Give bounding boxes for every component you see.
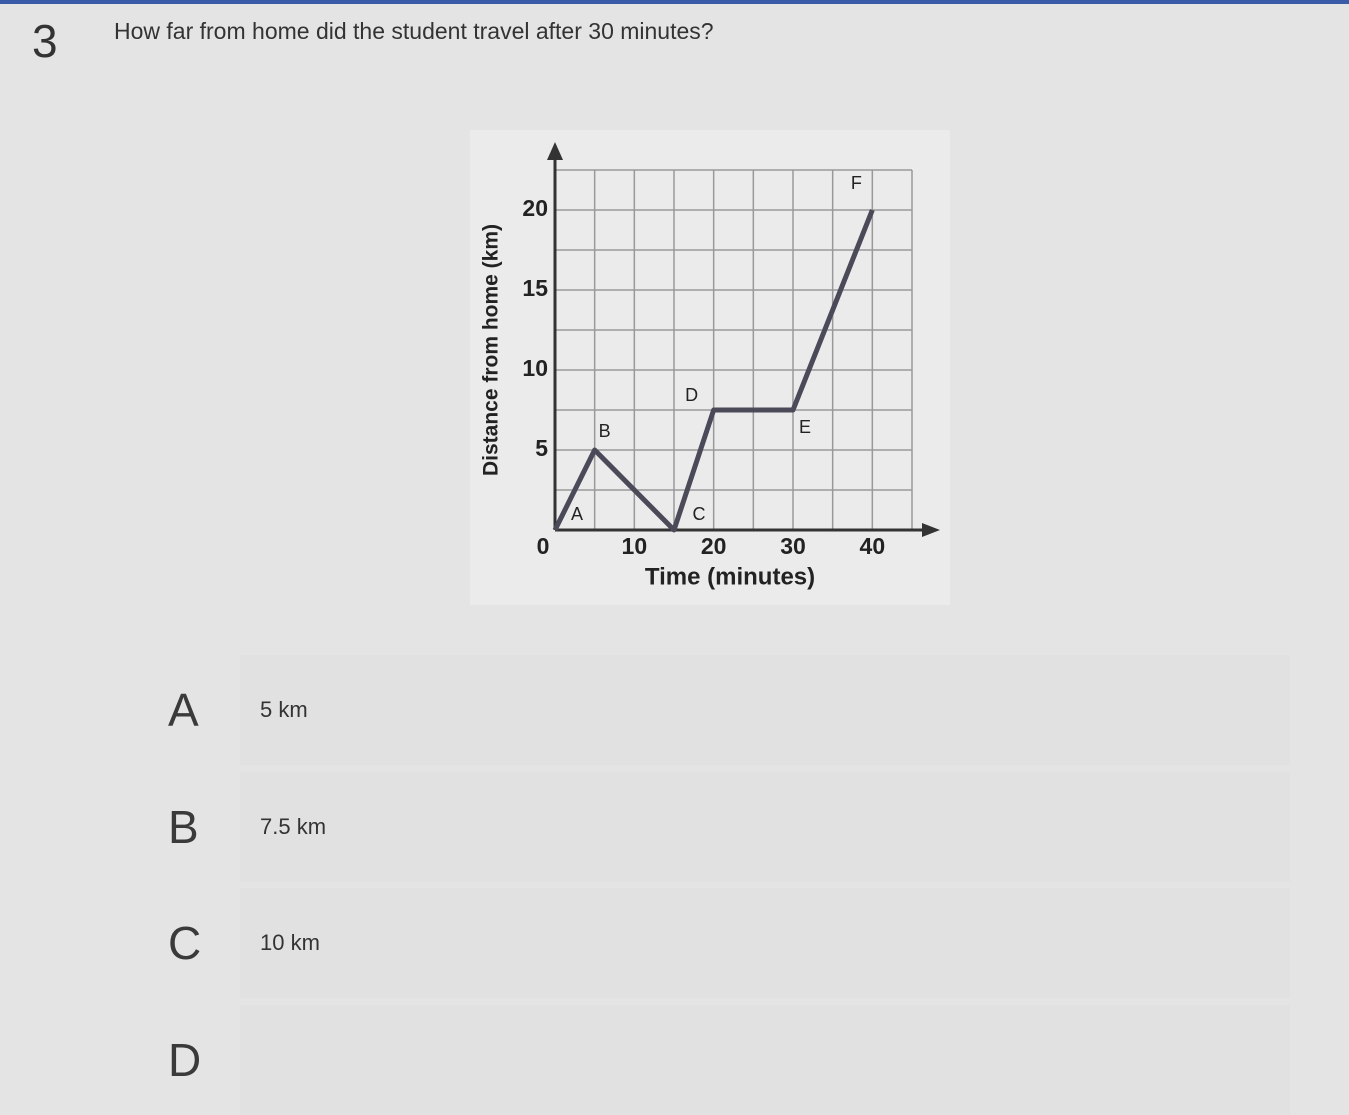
top-bar [0,0,1349,4]
option-letter: A [168,684,199,736]
y-tick-label: 5 [535,435,548,461]
point-label: D [685,385,698,405]
option-box [240,1005,1290,1115]
question-text: How far from home did the student travel… [114,18,714,44]
x-axis-label: Time (minutes) [645,563,815,590]
option-letter: C [168,917,202,969]
option-box [240,772,1290,882]
option-text: 7.5 km [260,814,327,839]
answer-option[interactable]: A 5 km [130,655,1290,765]
question-number: 3 [32,15,58,67]
chart: Time (minutes) Distance from home (km) 0… [479,142,940,591]
option-box [240,888,1290,998]
x-tick-label: 30 [780,533,806,559]
y-tick-label: 15 [522,275,548,301]
x-axis-arrow [922,523,940,537]
y-axis-arrow [547,142,563,160]
x-tick-label: 40 [860,533,886,559]
data-line [552,209,875,533]
y-tick-label: 10 [522,355,548,381]
x-tick-label: 0 [537,533,550,559]
option-text: 5 km [260,697,308,722]
option-letter: B [168,801,199,853]
answer-option[interactable]: D [130,1005,1290,1115]
option-letter: D [168,1034,202,1086]
point-label: E [799,417,811,437]
point-label: A [571,504,583,524]
x-tick-label: 10 [622,533,648,559]
option-text: 10 km [260,930,320,955]
option-box [240,655,1290,765]
answer-option[interactable]: C 10 km [130,888,1290,998]
point-label: C [693,504,706,524]
y-axis-label: Distance from home (km) [480,224,503,476]
x-tick-label: 20 [701,533,727,559]
page: 3 How far from home did the student trav… [0,0,1349,1086]
answer-option[interactable]: B 7.5 km [130,772,1290,882]
point-label: B [599,421,611,441]
point-label: F [851,173,862,193]
y-tick-label: 20 [522,195,548,221]
